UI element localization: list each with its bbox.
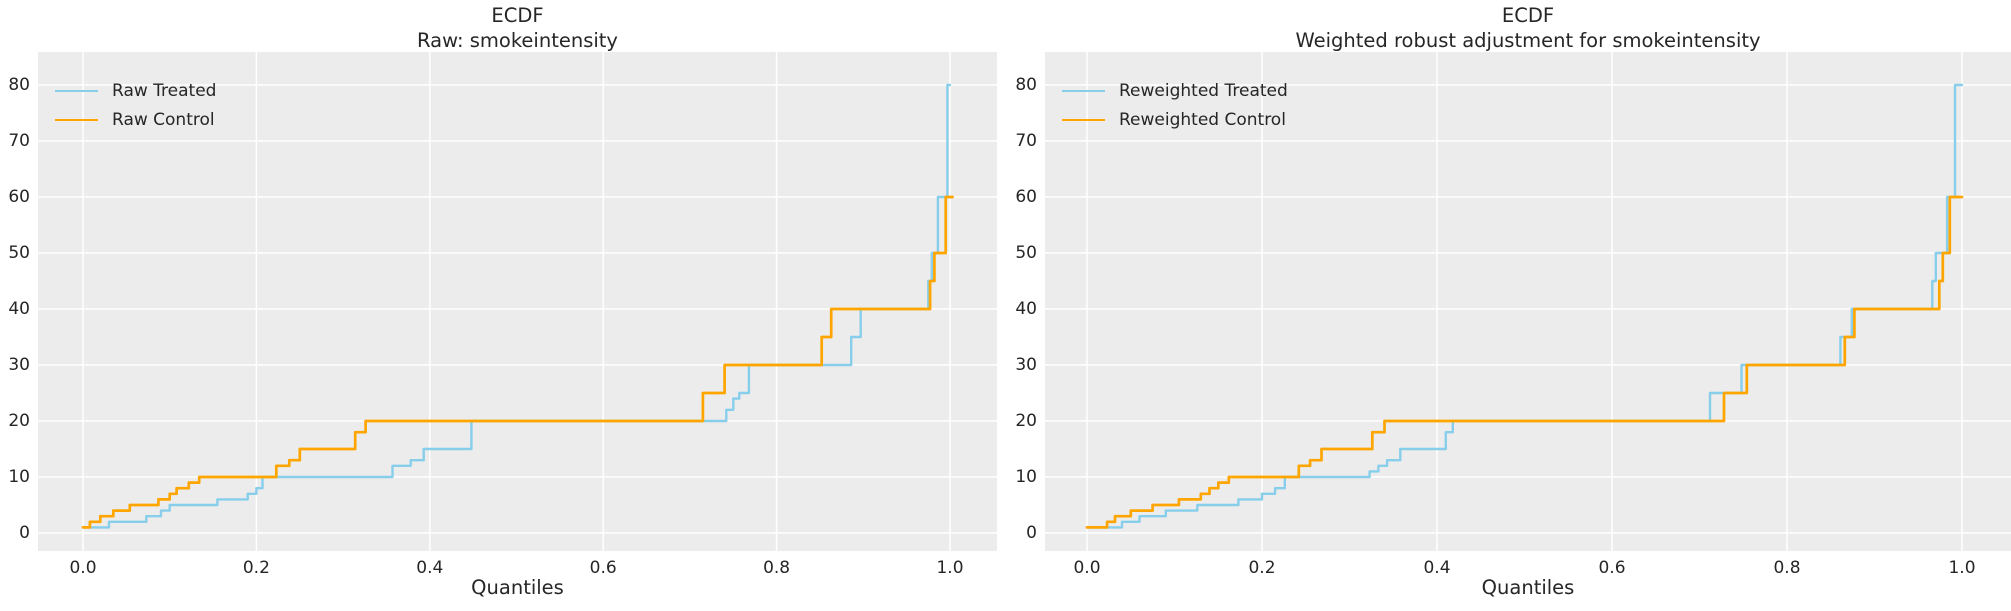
y-tick-label: 40 xyxy=(8,299,30,319)
legend-item-control: Raw Control xyxy=(55,105,216,134)
series-line-raw-treated xyxy=(81,83,952,529)
plot-title: ECDF Weighted robust adjustment for smok… xyxy=(1045,3,2011,53)
series-line-reweighted-control xyxy=(1085,195,1964,529)
legend-item-treated: Raw Treated xyxy=(55,76,216,105)
y-tick-label: 0 xyxy=(1026,523,1037,543)
y-tick-label: 30 xyxy=(8,355,30,375)
y-tick-label: 50 xyxy=(1015,243,1037,263)
x-tick-label: 1.0 xyxy=(1948,558,1976,578)
plot-title-line2: Raw: smokeintensity xyxy=(417,29,618,52)
legend-label: Reweighted Treated xyxy=(1119,80,1288,101)
y-tick-label: 50 xyxy=(8,243,30,263)
x-tick-label: 0.2 xyxy=(242,558,270,578)
y-tick-label: 70 xyxy=(1015,131,1037,151)
legend: Reweighted Treated Reweighted Control xyxy=(1062,76,1288,134)
legend-label: Raw Control xyxy=(112,109,215,130)
y-tick-label: 10 xyxy=(1015,467,1037,487)
x-tick-label: 1.0 xyxy=(936,558,964,578)
series-line-raw-control xyxy=(81,195,954,529)
legend-label: Raw Treated xyxy=(112,80,217,101)
plot-title-line1: ECDF xyxy=(1501,4,1555,27)
y-tick-label: 10 xyxy=(8,467,30,487)
y-tick-label: 30 xyxy=(1015,355,1037,375)
y-tick-label: 80 xyxy=(8,75,30,95)
series-line-reweighted-treated xyxy=(1085,83,1964,529)
y-tick-label: 60 xyxy=(1015,187,1037,207)
x-tick-label: 0.0 xyxy=(69,558,97,578)
legend-line-swatch xyxy=(55,118,98,121)
axes-area xyxy=(1045,52,2011,551)
x-tick-label: 0.8 xyxy=(1773,558,1801,578)
legend-item-control: Reweighted Control xyxy=(1062,105,1288,134)
axes-area xyxy=(38,52,997,551)
x-tick-label: 0.4 xyxy=(1423,558,1451,578)
legend-line-swatch xyxy=(1062,118,1105,121)
legend-label: Reweighted Control xyxy=(1119,109,1286,130)
y-tick-label: 40 xyxy=(1015,299,1037,319)
x-axis-label: Quantiles xyxy=(471,576,564,599)
y-tick-label: 20 xyxy=(1015,411,1037,431)
legend-line-swatch xyxy=(55,89,98,92)
y-tick-label: 60 xyxy=(8,187,30,207)
x-tick-label: 0.4 xyxy=(416,558,444,578)
legend-item-treated: Reweighted Treated xyxy=(1062,76,1288,105)
plot-title: ECDF Raw: smokeintensity xyxy=(38,3,997,53)
y-tick-label: 20 xyxy=(8,411,30,431)
x-tick-label: 0.2 xyxy=(1248,558,1276,578)
plot-title-line2: Weighted robust adjustment for smokeinte… xyxy=(1295,29,1761,52)
legend-line-swatch xyxy=(1062,89,1105,92)
legend: Raw Treated Raw Control xyxy=(55,76,216,134)
plot-title-line1: ECDF xyxy=(491,4,544,27)
x-tick-label: 0.6 xyxy=(1598,558,1626,578)
x-tick-label: 0.0 xyxy=(1073,558,1101,578)
x-tick-label: 0.8 xyxy=(763,558,791,578)
y-tick-label: 70 xyxy=(8,131,30,151)
x-axis-label: Quantiles xyxy=(1481,576,1575,599)
y-tick-label: 80 xyxy=(1015,75,1037,95)
x-tick-label: 0.6 xyxy=(589,558,617,578)
y-tick-label: 0 xyxy=(19,523,30,543)
